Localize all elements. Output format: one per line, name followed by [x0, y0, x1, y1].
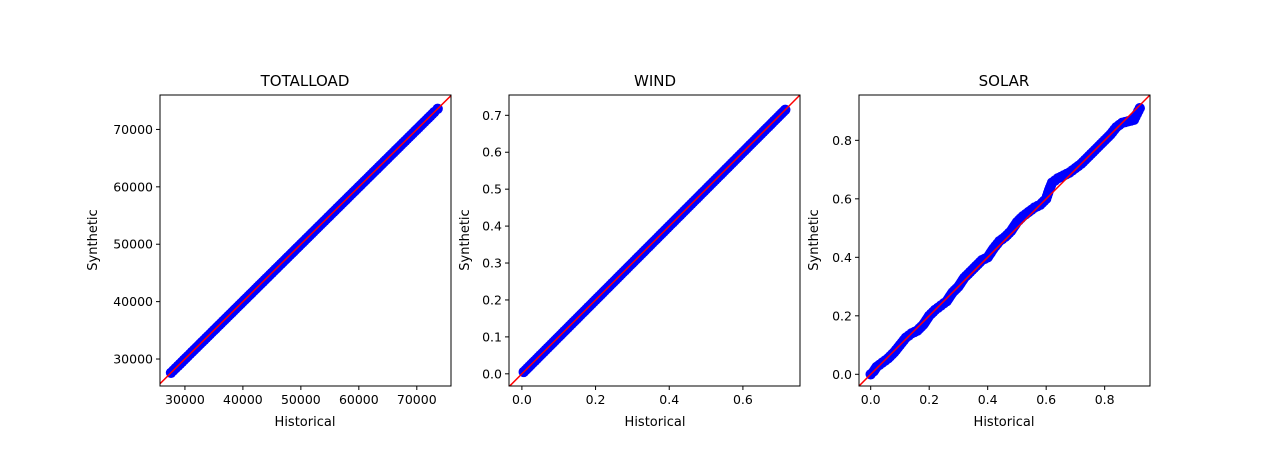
reference-line	[859, 95, 1150, 386]
subplot-wind: 0.0 0.2 0.4 0.6 0.0 0.1 0.2 0.3 0.4 0.5 0.6 0.7 WIN…	[458, 72, 801, 430]
y-tick-label: 70000	[113, 122, 153, 137]
y-tick-label: 50000	[113, 237, 153, 252]
y-tick-label: 0.2	[832, 308, 852, 323]
x-tick-label: 0.8	[1095, 392, 1115, 407]
x-tick-label: 0.2	[919, 392, 939, 407]
plot-data-totalload	[160, 95, 451, 385]
axes-frame	[508, 94, 801, 387]
x-tick-label: 0.6	[1036, 392, 1056, 407]
y-tick-label: 0.8	[832, 133, 852, 148]
y-tick-label: 0.7	[482, 108, 502, 123]
plot-area-wind: 0.0 0.2 0.4 0.6 0.0 0.1 0.2 0.3 0.4 0.5 0.6 0.7	[482, 94, 801, 407]
reference-line	[509, 95, 800, 386]
y-tick-label: 0.0	[482, 366, 502, 381]
y-tick-label: 0.5	[482, 182, 502, 197]
x-axis-label-wind: Historical	[625, 415, 686, 430]
x-tick-label: 40000	[223, 392, 263, 407]
reference-line	[160, 95, 451, 385]
y-tick-label: 60000	[113, 179, 153, 194]
axes-frame	[858, 94, 1151, 387]
y-tick-label: 0.6	[832, 191, 852, 206]
plot-data-wind	[509, 95, 800, 386]
plot-data-solar	[859, 95, 1150, 386]
y-tick-label: 0.3	[482, 256, 502, 271]
plot-area-solar: 0.0 0.2 0.4 0.6 0.8 0.0 0.2 0.4 0.6 0.8	[832, 94, 1151, 407]
y-tick-label: 0.2	[482, 292, 502, 307]
x-tick-label: 0.4	[978, 392, 998, 407]
subplot-totalload: 30000 40000 50000 60000 70000 30000 40000 50000…	[86, 72, 452, 430]
y-axis-label-solar: Synthetic	[807, 209, 822, 270]
x-tick-label: 60000	[339, 392, 379, 407]
axes-frame	[159, 94, 452, 387]
y-tick-label: 0.6	[482, 145, 502, 160]
y-tick-label: 0.0	[832, 367, 852, 382]
chart-title-solar: SOLAR	[979, 72, 1030, 90]
y-tick-label: 0.1	[482, 329, 502, 344]
x-tick-label: 30000	[165, 392, 205, 407]
x-tick-label: 70000	[397, 392, 437, 407]
data-point	[1134, 102, 1145, 114]
chart-title-totalload: TOTALLOAD	[260, 72, 350, 90]
y-axis-label-totalload: Synthetic	[86, 209, 101, 270]
y-axis-label-wind: Synthetic	[458, 209, 473, 270]
subplot-solar: 0.0 0.2 0.4 0.6 0.8 0.0 0.2 0.4 0.6 0.8 SOLAR His…	[807, 72, 1151, 430]
x-axis-label-totalload: Historical	[275, 415, 336, 430]
y-tick-label: 0.4	[482, 219, 502, 234]
chart-title-wind: WIND	[634, 72, 676, 90]
x-tick-label: 0.4	[659, 392, 679, 407]
x-tick-label: 0.0	[861, 392, 881, 407]
y-tick-label: 40000	[113, 294, 153, 309]
plot-area-totalload: 30000 40000 50000 60000 70000 30000 40000 50000…	[113, 94, 452, 407]
x-axis-label-solar: Historical	[974, 415, 1035, 430]
x-tick-label: 0.6	[733, 392, 753, 407]
x-tick-label: 0.0	[512, 392, 532, 407]
x-tick-label: 0.2	[586, 392, 606, 407]
y-tick-label: 30000	[113, 352, 153, 367]
x-tick-label: 50000	[281, 392, 321, 407]
y-tick-label: 0.4	[832, 250, 852, 265]
